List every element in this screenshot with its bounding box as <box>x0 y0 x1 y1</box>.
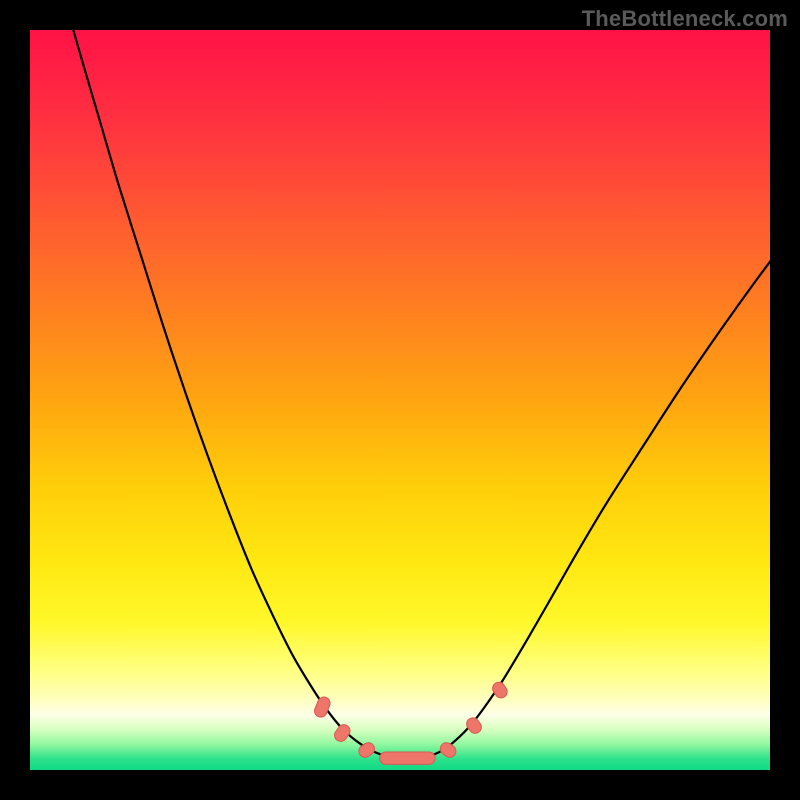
bottleneck-curve-chart <box>30 30 770 770</box>
marker-capsule <box>380 752 436 764</box>
chart-plot-area <box>30 30 770 770</box>
chart-frame: TheBottleneck.com <box>0 0 800 800</box>
watermark-text: TheBottleneck.com <box>582 6 788 32</box>
gradient-background <box>30 30 770 770</box>
